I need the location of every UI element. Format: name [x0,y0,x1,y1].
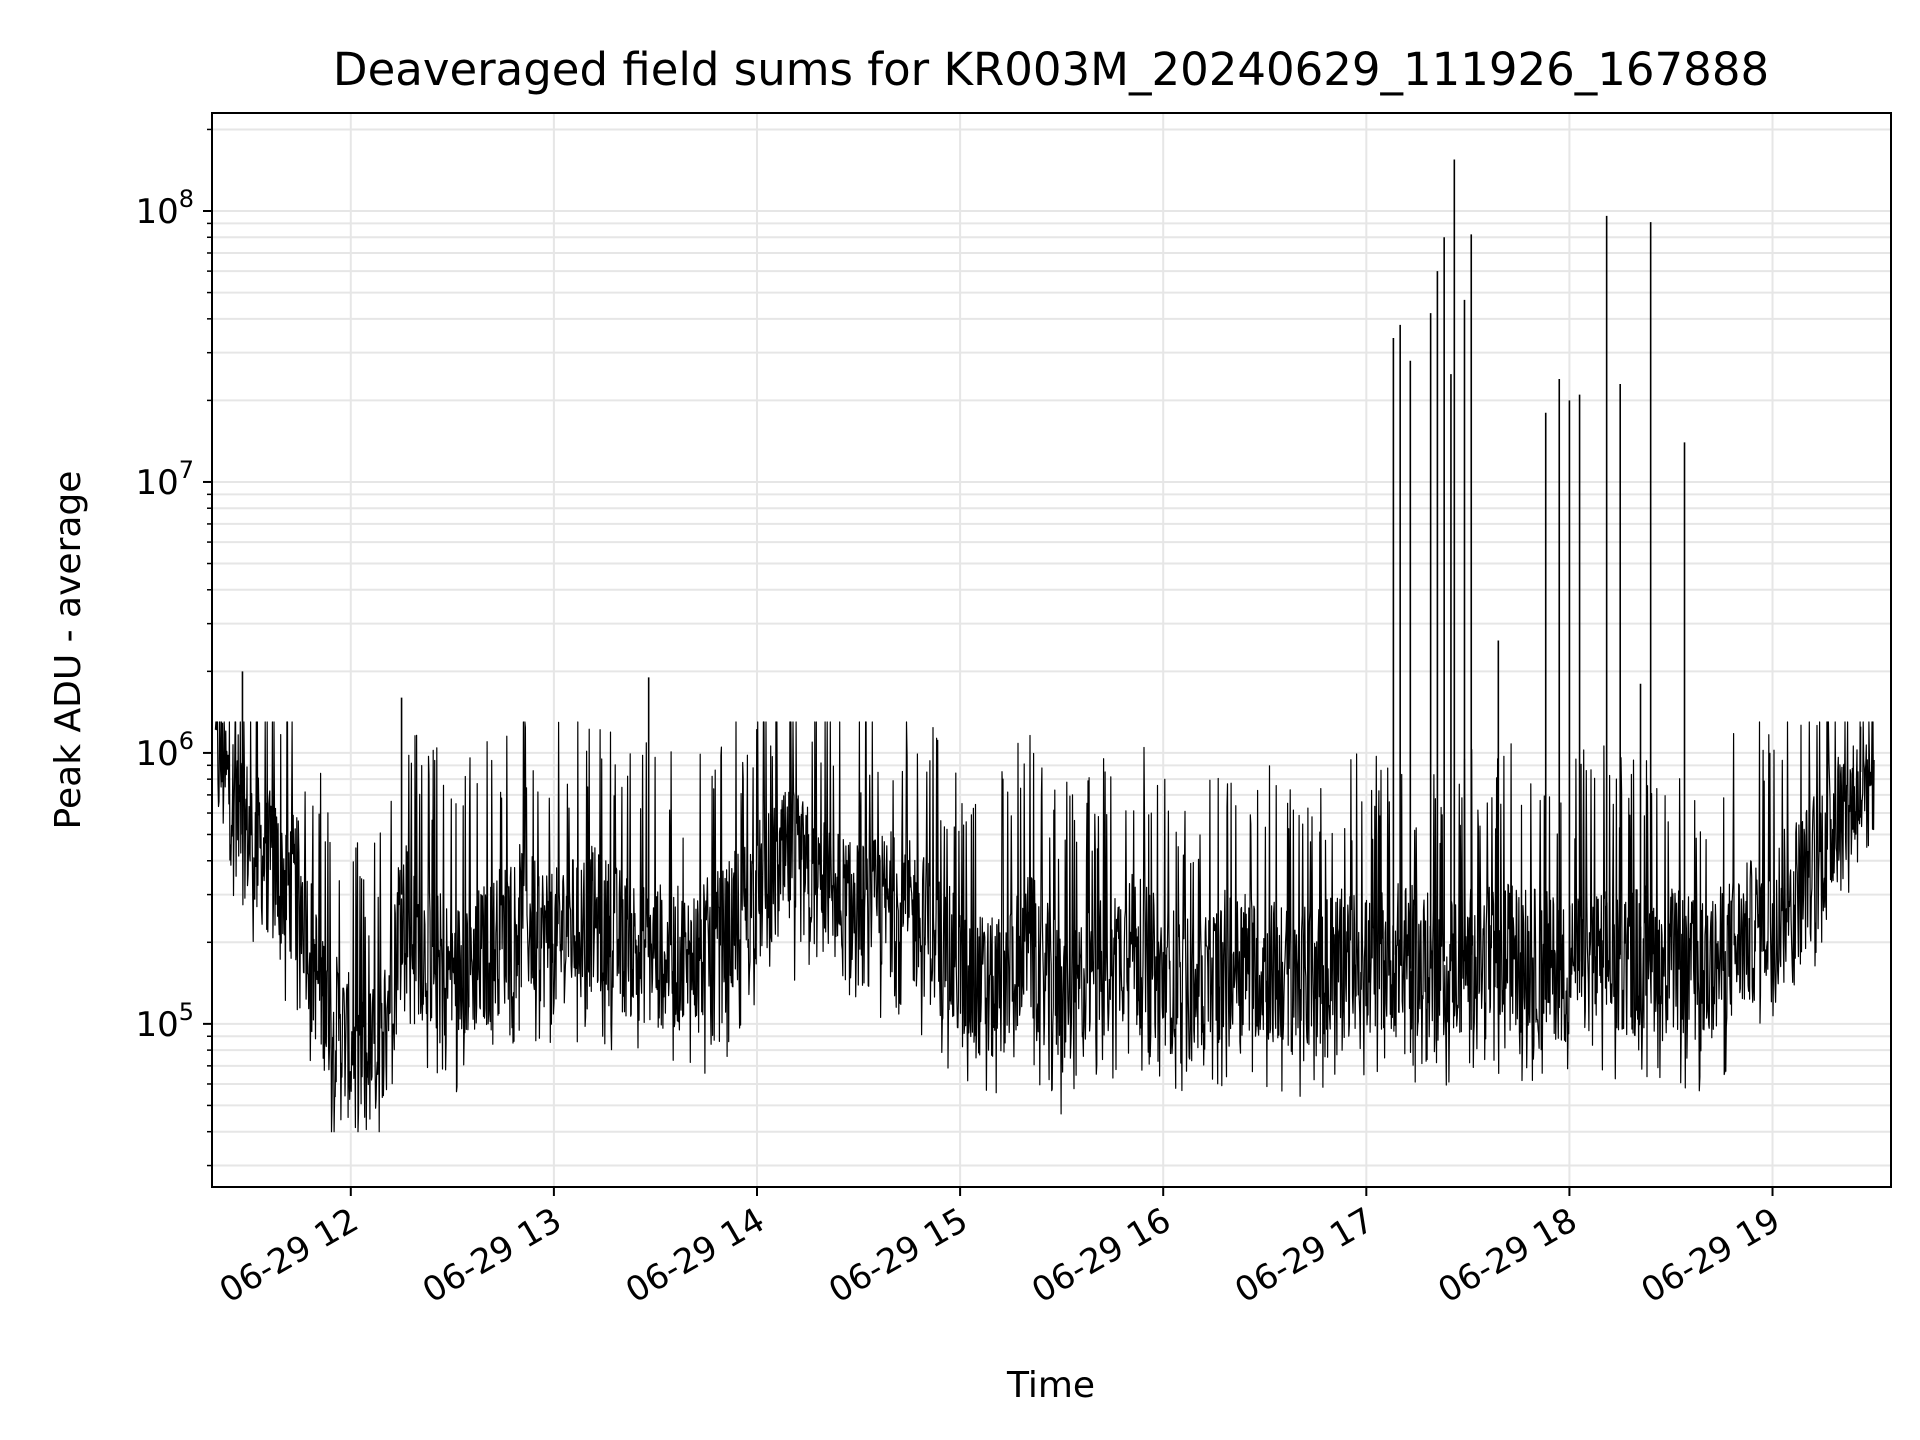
y-axis: 105 106 107 108 [135,128,212,1167]
y-tick-label: 108 [135,185,194,232]
y-tick-label: 106 [135,727,194,774]
x-tick-label: 06-29 12 [213,1200,365,1311]
y-tick-label: 105 [135,998,194,1045]
x-tick-label: 06-29 15 [822,1200,974,1311]
plot-frame [211,112,1892,1188]
x-tick-label: 06-29 16 [1025,1200,1177,1311]
x-tick-label: 06-29 13 [416,1200,568,1311]
x-tick-label: 06-29 14 [619,1200,771,1311]
x-axis: 06-29 12 06-29 13 06-29 14 06-29 15 06-29 16… [213,1187,1787,1311]
series-layer [214,159,1875,1133]
x-tick-label: 06-29 19 [1635,1200,1787,1311]
chart-title: Deaveraged field sums for KR003M_2024062… [333,43,1769,96]
y-axis-label: Peak ADU - average [48,471,89,830]
x-axis-label: Time [1006,1365,1095,1406]
x-tick-label: 06-29 18 [1432,1200,1584,1311]
series-line [214,721,1875,1133]
x-tick-label: 06-29 17 [1228,1200,1380,1311]
y-tick-label: 107 [135,456,194,503]
